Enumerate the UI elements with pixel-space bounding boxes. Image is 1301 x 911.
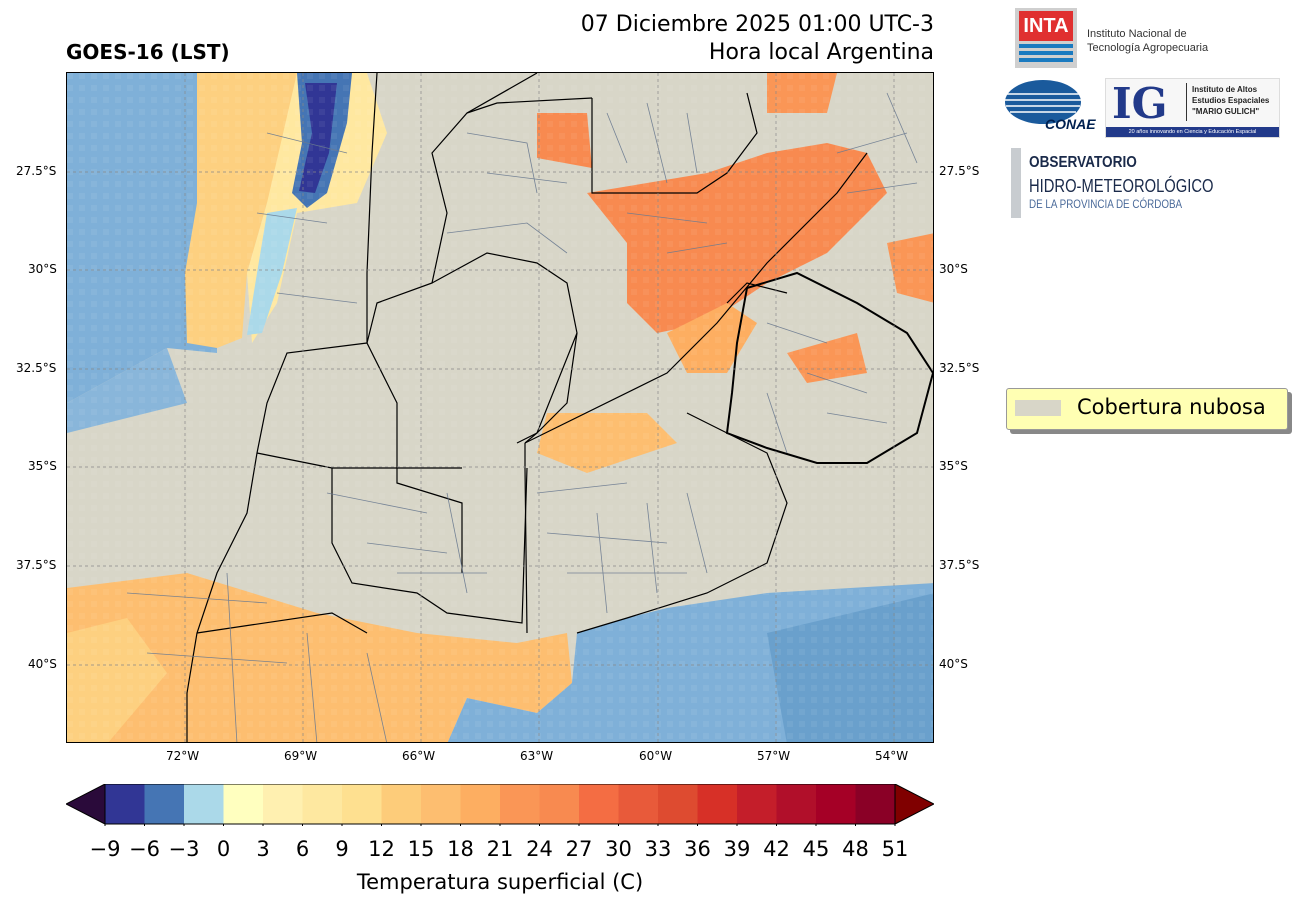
colorbar-bin — [381, 784, 422, 824]
colorbar-tick-label: 51 — [881, 837, 909, 861]
colorbar-tick-label: 18 — [447, 837, 474, 861]
colorbar-bin — [302, 784, 343, 824]
conae-label: CONAE — [1045, 116, 1096, 132]
ig-footer: 20 años innovando en Ciencia y Educación… — [1106, 127, 1279, 137]
lat-tick-right: 37.5°S — [939, 558, 980, 572]
colorbar-bin — [776, 784, 817, 824]
colorbar-bin — [460, 784, 501, 824]
ig-caption-line2: Estudios Espaciales — [1192, 96, 1270, 105]
colorbar-graphic — [64, 783, 936, 826]
lat-tick-right: 27.5°S — [939, 164, 980, 178]
lat-tick-right: 30°S — [939, 262, 968, 276]
lon-tick: 72°W — [166, 749, 200, 763]
colorbar-tick-label: −9 — [89, 837, 121, 861]
ig-caption-line1: Instituto de Altos — [1192, 85, 1258, 94]
graticule — [67, 73, 933, 742]
colorbar-bin — [421, 784, 461, 824]
colorbar-tick-label: 45 — [802, 837, 830, 861]
lat-tick-left: 30°S — [28, 262, 57, 276]
colorbar-label: Temperatura superficial (C) — [356, 870, 644, 894]
map-legend: Cobertura nubosa — [1006, 388, 1288, 430]
colorbar-tick-label: 36 — [684, 837, 711, 861]
lat-tick-right: 40°S — [939, 657, 968, 671]
lon-tick: 60°W — [639, 749, 673, 763]
province-boundaries — [186, 73, 868, 742]
legend-label: Cobertura nubosa — [1077, 395, 1266, 419]
lon-tick: 66°W — [402, 749, 436, 763]
ig-caption-line3: "MARIO GULICH" — [1192, 107, 1260, 116]
lat-tick-left: 27.5°S — [16, 164, 57, 178]
colorbar-tick-label: 30 — [605, 837, 632, 861]
colorbar-tick-label: 48 — [842, 837, 869, 861]
colorbar-bin — [618, 784, 659, 824]
map-canvas — [67, 73, 933, 742]
date-line: 07 Diciembre 2025 01:00 UTC-3 — [580, 12, 934, 37]
ig-mark: IG — [1112, 79, 1168, 128]
observatorio-title: OBSERVATORIO — [1029, 154, 1137, 171]
colorbar-bin — [539, 784, 580, 824]
colorbar-bin — [184, 784, 224, 824]
inta-logo: INTA — [1015, 8, 1077, 68]
colorbar-tick-label: −3 — [168, 837, 200, 861]
conae-logo: CONAE — [1005, 80, 1096, 132]
colorbar-tick-label: −6 — [129, 837, 160, 861]
lat-tick-left: 37.5°S — [16, 558, 57, 572]
coastline — [576, 412, 788, 634]
colorbar-bin — [342, 784, 382, 824]
inta-logo-mark: INTA — [1019, 11, 1073, 41]
observatorio-bar — [1011, 148, 1021, 218]
colorbar-tick-label: 42 — [763, 837, 790, 861]
colorbar-bin — [579, 784, 619, 824]
colorbar-tick-label: 27 — [565, 837, 593, 861]
lon-tick: 63°W — [520, 749, 554, 763]
colorbar-tick-label: 12 — [368, 837, 395, 861]
colorbar-tick-label: 39 — [723, 837, 751, 861]
ig-logo: IG Instituto de Altos Estudios Espaciale… — [1105, 78, 1280, 138]
lon-tick: 54°W — [875, 749, 909, 763]
colorbar-bin — [855, 784, 896, 824]
colorbar-tick-label: 9 — [335, 837, 349, 861]
colorbar-tick-label: 15 — [407, 837, 435, 861]
uruguay-border — [725, 271, 933, 464]
colorbar-bin — [105, 784, 145, 824]
colorbar-tick-label: 6 — [295, 837, 310, 861]
colorbar-bin — [223, 784, 264, 824]
ig-caption: Instituto de Altos Estudios Espaciales "… — [1192, 84, 1269, 117]
inta-caption-line2: Tecnología Agropecuaria — [1087, 42, 1209, 54]
local-time-line: Hora local Argentina — [708, 40, 934, 65]
colorbar-bin — [500, 784, 540, 824]
lat-tick-left: 35°S — [28, 459, 57, 473]
cloud-cover-swatch — [1015, 400, 1061, 416]
map-title: GOES-16 (LST) — [66, 40, 230, 64]
conae-globe-icon — [1005, 80, 1081, 124]
colorbar-bin — [263, 784, 303, 824]
colorbar-bin — [816, 784, 856, 824]
observatorio-subtitle: HIDRO-METEOROLÓGICO — [1029, 176, 1214, 196]
colorbar-tick-label: 3 — [256, 837, 270, 861]
inta-caption: Instituto Nacional de Tecnología Agropec… — [1087, 27, 1208, 55]
lat-tick-right: 32.5°S — [939, 361, 980, 375]
department-boundaries — [126, 92, 918, 742]
colorbar-tick-label: 33 — [644, 837, 672, 861]
lon-tick: 69°W — [284, 749, 318, 763]
colorbar-bin — [144, 784, 185, 824]
inta-caption-line1: Instituto Nacional de — [1087, 28, 1187, 40]
lat-tick-left: 40°S — [28, 657, 57, 671]
colorbar-bin — [737, 784, 777, 824]
observatorio-province: DE LA PROVINCIA DE CÓRDOBA — [1029, 197, 1183, 211]
colorbar-over-arrow — [894, 783, 936, 825]
colorbar — [64, 783, 936, 826]
colorbar-tick-label: 0 — [216, 837, 231, 861]
lat-tick-right: 35°S — [939, 459, 968, 473]
lst-map — [66, 72, 934, 743]
colorbar-tick-label: 24 — [526, 837, 553, 861]
colorbar-under-arrow — [64, 783, 106, 825]
colorbar-tick-label: 21 — [486, 837, 514, 861]
lon-tick: 57°W — [757, 749, 791, 763]
lat-tick-left: 32.5°S — [16, 361, 57, 375]
colorbar-bin — [658, 784, 698, 824]
colorbar-bin — [697, 784, 738, 824]
